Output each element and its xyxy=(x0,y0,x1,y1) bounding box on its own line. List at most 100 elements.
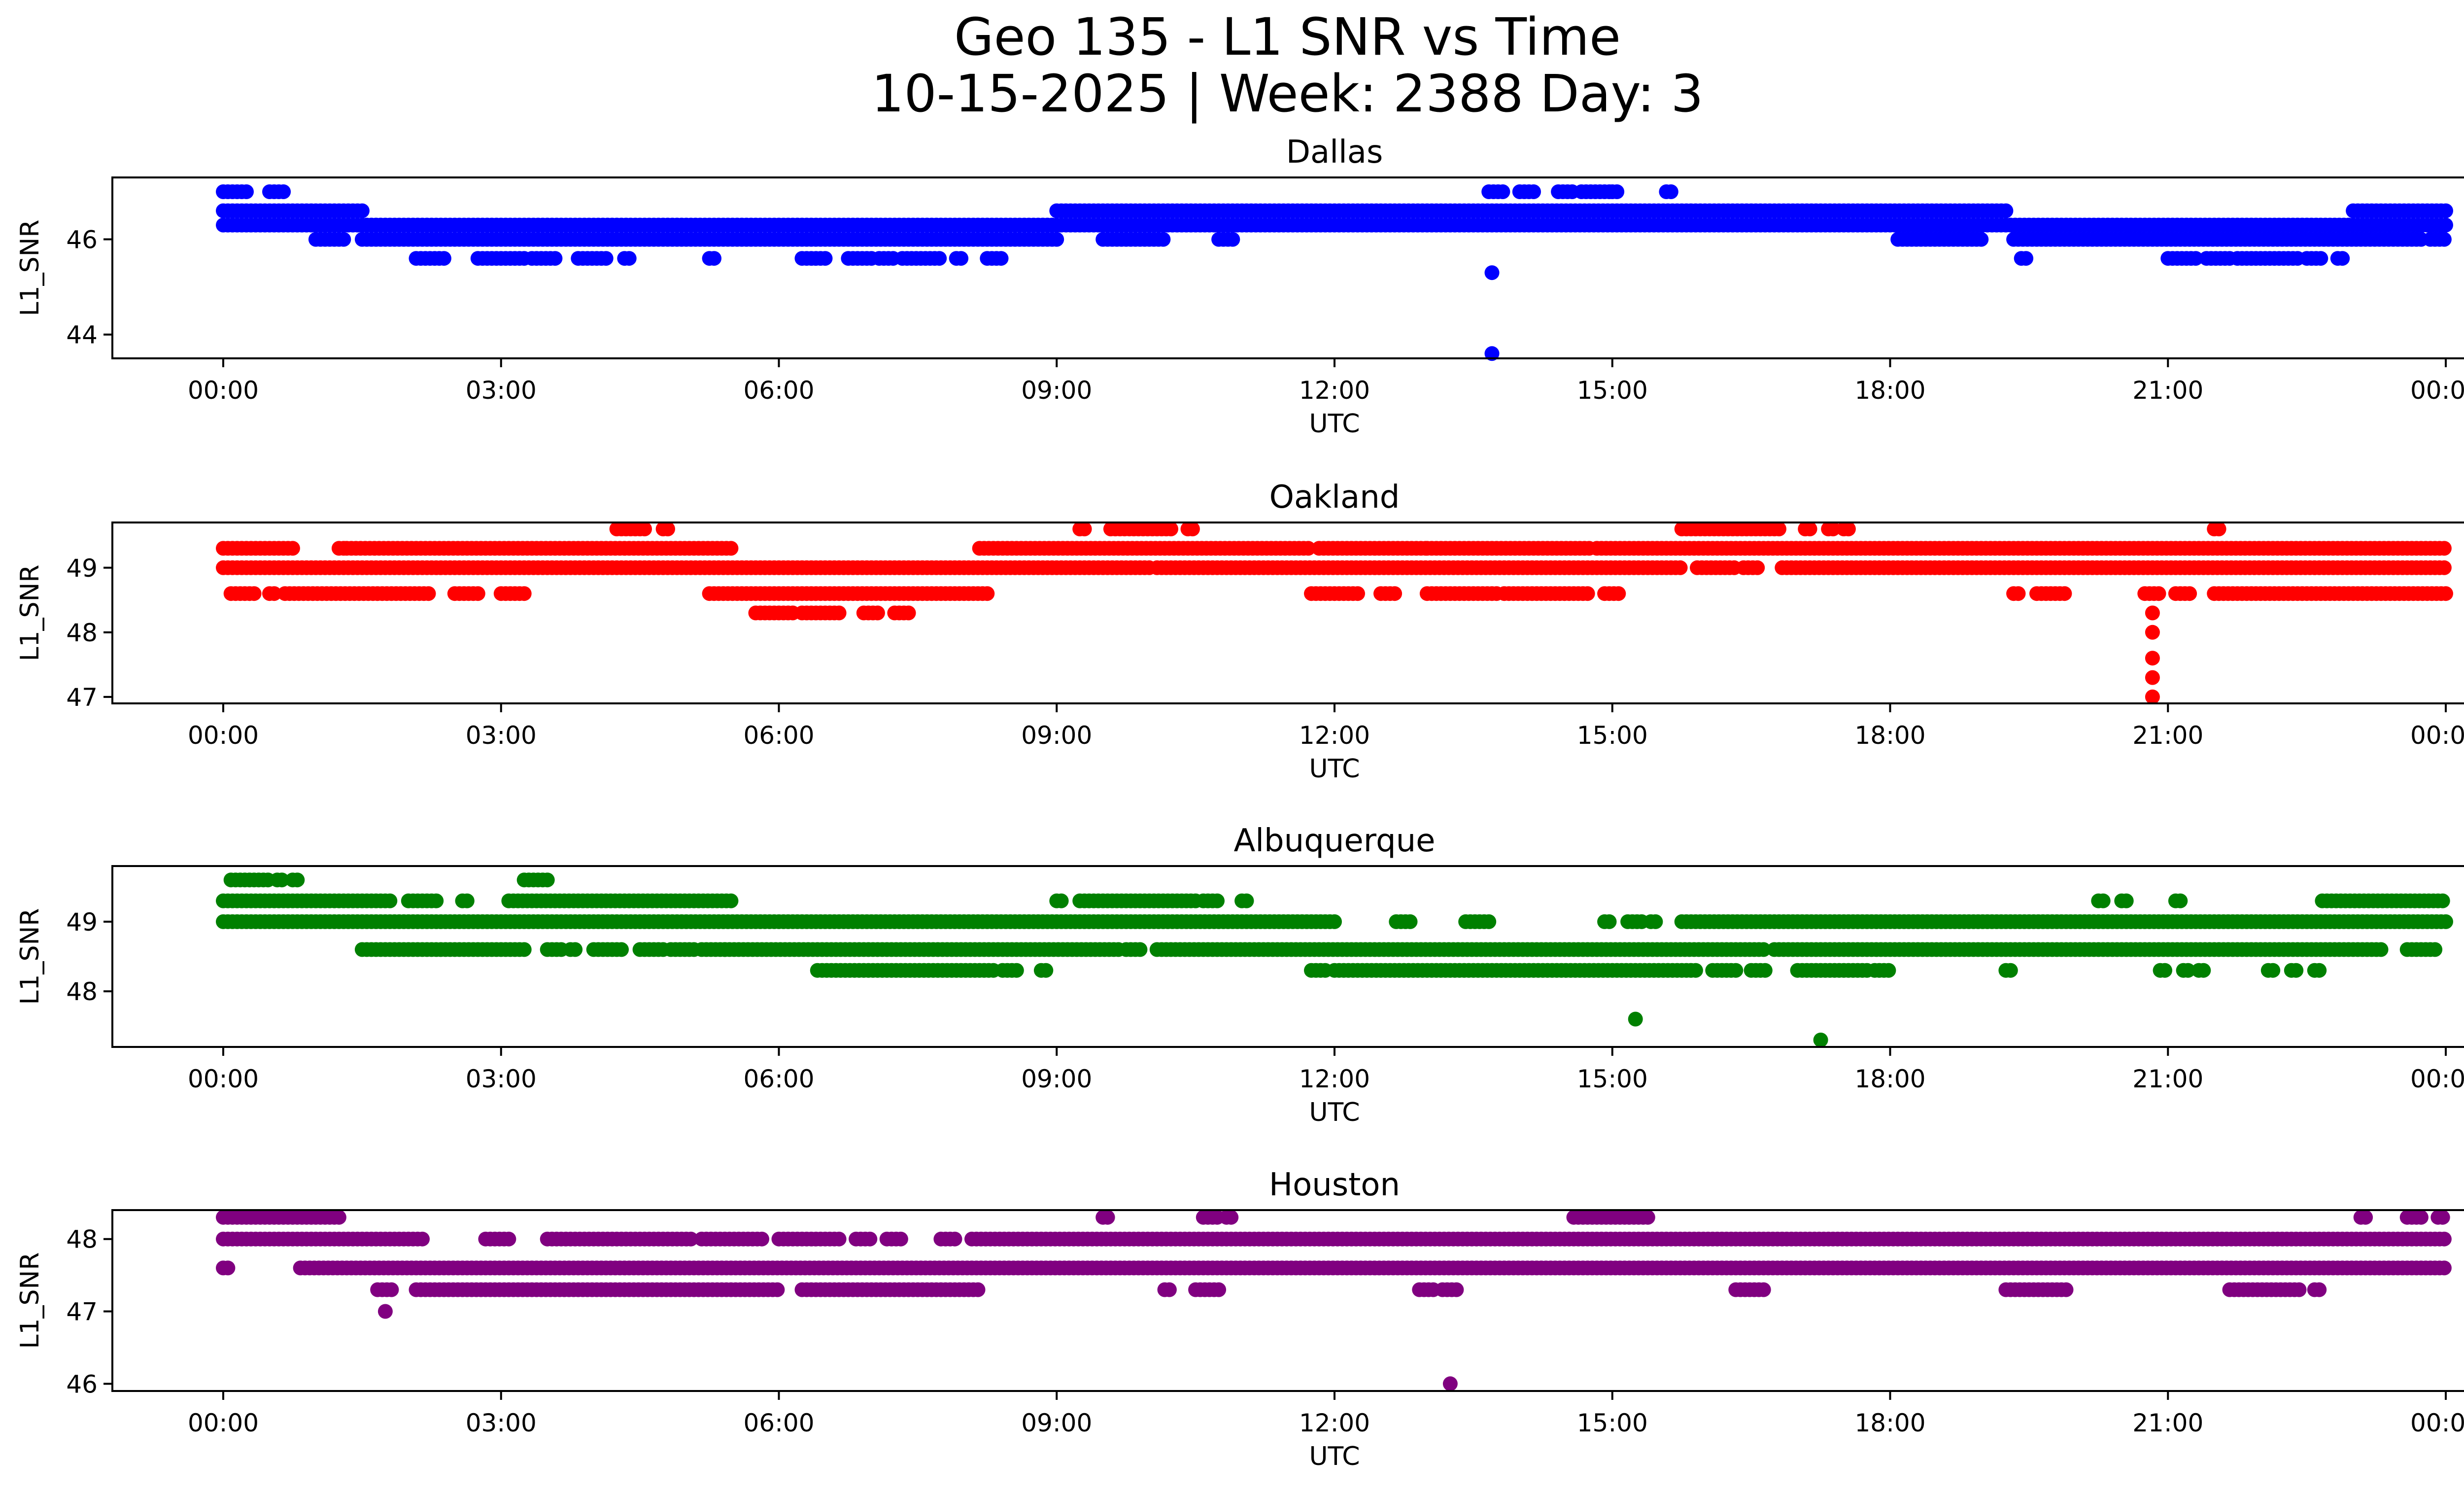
x-tick-label: 15:00 xyxy=(1577,376,1648,405)
x-tick-label: 06:00 xyxy=(743,1409,814,1437)
subplot-title: Oakland xyxy=(1269,479,1400,516)
data-point xyxy=(707,251,721,266)
data-point xyxy=(1449,1282,1464,1297)
data-point xyxy=(384,1282,399,1297)
data-point xyxy=(1974,232,1989,247)
x-tick-label: 00:00 xyxy=(2410,721,2464,750)
y-tick-label: 49 xyxy=(66,554,98,583)
data-point xyxy=(2157,963,2172,978)
y-axis-label: L1_SNR xyxy=(15,219,45,316)
data-point xyxy=(870,605,885,621)
data-point xyxy=(2181,963,2195,978)
x-tick-label: 00:00 xyxy=(2410,1409,2464,1437)
data-point xyxy=(1663,184,1678,199)
data-point xyxy=(1054,893,1069,908)
subplot-title: Albuquerque xyxy=(1233,823,1435,859)
data-point xyxy=(2265,963,2281,978)
data-point xyxy=(2145,605,2160,621)
data-point xyxy=(1210,893,1225,908)
data-point xyxy=(1825,522,1841,537)
data-point xyxy=(2358,1210,2373,1225)
data-point xyxy=(947,1231,962,1247)
data-point xyxy=(290,872,305,888)
data-point xyxy=(2145,625,2160,640)
data-point xyxy=(2436,541,2452,556)
data-point xyxy=(1077,522,1092,537)
figure-title-line2: 10-15-2025 | Week: 2388 Day: 3 xyxy=(871,64,1704,124)
x-tick-label: 18:00 xyxy=(1854,1409,1925,1437)
data-point xyxy=(220,1260,236,1276)
data-point xyxy=(1611,586,1626,601)
data-point xyxy=(770,1282,785,1297)
y-tick-label: 46 xyxy=(66,226,98,254)
y-axis-label: L1_SNR xyxy=(15,908,45,1005)
data-point xyxy=(1387,586,1403,601)
x-tick-label: 06:00 xyxy=(743,1065,814,1093)
data-point xyxy=(2428,942,2443,957)
y-axis-label: L1_SNR xyxy=(15,1252,45,1349)
data-point xyxy=(1224,1210,1239,1225)
data-point xyxy=(831,1231,847,1247)
data-point xyxy=(1350,586,1365,601)
subplot-title: Dallas xyxy=(1286,134,1383,171)
data-point xyxy=(621,251,637,266)
data-point xyxy=(2145,651,2160,666)
data-point xyxy=(548,251,563,266)
data-point xyxy=(331,1210,346,1225)
subplot-title: Houston xyxy=(1269,1167,1400,1203)
x-axis-label: UTC xyxy=(1309,1098,1360,1127)
data-point xyxy=(2003,963,2018,978)
x-tick-label: 12:00 xyxy=(1299,1409,1370,1437)
data-point xyxy=(1132,942,1148,957)
data-point xyxy=(893,1231,908,1247)
x-tick-label: 09:00 xyxy=(1021,1409,1092,1437)
x-tick-label: 21:00 xyxy=(2132,1409,2203,1437)
x-tick-label: 00:00 xyxy=(188,1409,259,1437)
x-tick-label: 12:00 xyxy=(1299,1065,1370,1093)
data-point xyxy=(2436,232,2452,247)
data-point xyxy=(1688,963,1703,978)
data-point xyxy=(754,1231,769,1247)
data-point xyxy=(1038,963,1054,978)
data-point xyxy=(980,586,995,601)
data-point xyxy=(516,586,532,601)
data-point xyxy=(954,251,969,266)
data-point xyxy=(436,251,451,266)
data-point xyxy=(1526,184,1541,199)
data-point xyxy=(1609,184,1625,199)
data-points xyxy=(216,1210,2452,1391)
data-point xyxy=(1225,232,1240,247)
data-point xyxy=(429,893,444,908)
data-point xyxy=(684,1231,698,1247)
data-point xyxy=(932,251,947,266)
data-point xyxy=(2413,1210,2429,1225)
data-point xyxy=(2058,1282,2074,1297)
data-points xyxy=(216,184,2453,361)
data-point xyxy=(1049,232,1064,247)
data-point xyxy=(1673,560,1688,575)
y-tick-label: 47 xyxy=(66,683,98,712)
data-point xyxy=(1481,914,1497,929)
data-point xyxy=(1239,893,1254,908)
figure-title-line1: Geo 135 - L1 SNR vs Time xyxy=(954,7,1621,67)
x-tick-label: 15:00 xyxy=(1577,721,1648,750)
data-point xyxy=(1100,1210,1115,1225)
data-point xyxy=(540,872,555,888)
data-point xyxy=(285,541,300,556)
data-point xyxy=(2312,1282,2327,1297)
data-point xyxy=(2119,893,2134,908)
data-point xyxy=(1728,963,1744,978)
x-tick-label: 21:00 xyxy=(2132,1065,2203,1093)
data-point xyxy=(501,1231,516,1247)
data-point xyxy=(2436,1231,2452,1247)
y-axis-label: L1_SNR xyxy=(15,564,45,661)
data-point xyxy=(1602,914,1617,929)
data-point xyxy=(862,1231,878,1247)
data-point xyxy=(2182,586,2197,601)
x-tick-label: 03:00 xyxy=(466,1409,537,1437)
data-point xyxy=(2011,586,2026,601)
data-point xyxy=(1442,1376,1458,1391)
